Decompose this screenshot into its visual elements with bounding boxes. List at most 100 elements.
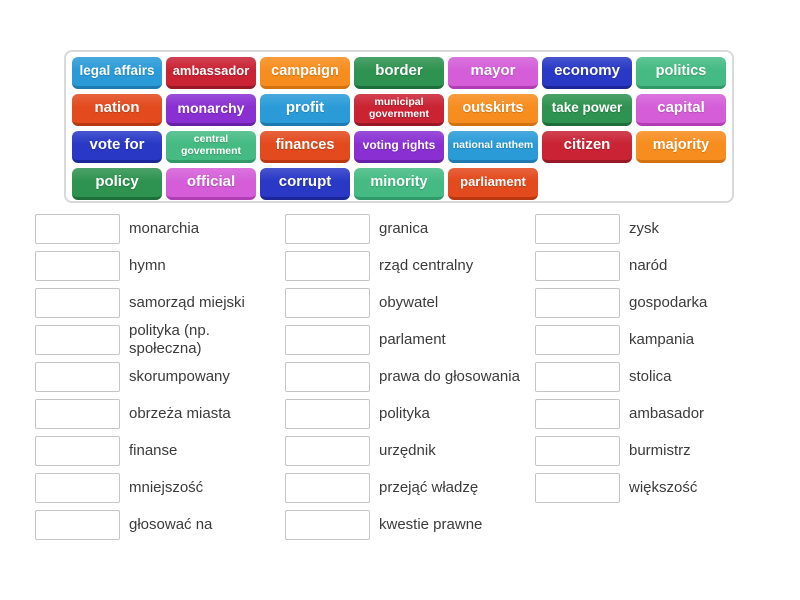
match-row: finanse bbox=[35, 436, 281, 466]
answer-slot[interactable] bbox=[285, 436, 370, 466]
answer-slot[interactable] bbox=[35, 399, 120, 429]
match-column-1: monarchia hymn samorząd miejski polityka (n… bbox=[35, 214, 281, 547]
tile-outskirts[interactable]: outskirts bbox=[448, 94, 538, 126]
tile-citizen[interactable]: citizen bbox=[542, 131, 632, 163]
match-label: kwestie prawne bbox=[379, 516, 483, 533]
match-row: skorumpowany bbox=[35, 362, 281, 392]
answer-slot[interactable] bbox=[35, 251, 120, 281]
match-label: granica bbox=[379, 220, 429, 237]
tile-national-anthem[interactable]: national anthem bbox=[448, 131, 538, 163]
answer-slot[interactable] bbox=[285, 251, 370, 281]
tile-take-power[interactable]: take power bbox=[542, 94, 632, 126]
match-row: polityka bbox=[285, 399, 531, 429]
tile-capital[interactable]: capital bbox=[636, 94, 726, 126]
match-label: skorumpowany bbox=[129, 368, 230, 385]
tile-row: policy official corrupt minority parliament bbox=[72, 168, 726, 200]
match-label: prawa do głosowania bbox=[379, 368, 520, 385]
match-row: ambasador bbox=[535, 399, 781, 429]
answer-slot[interactable] bbox=[535, 362, 620, 392]
match-row: burmistrz bbox=[535, 436, 781, 466]
match-label: finanse bbox=[129, 442, 178, 459]
answer-slot[interactable] bbox=[535, 436, 620, 466]
tile-minority[interactable]: minority bbox=[354, 168, 444, 200]
answer-slot[interactable] bbox=[535, 214, 620, 244]
match-row: obrzeża miasta bbox=[35, 399, 281, 429]
answer-slot[interactable] bbox=[535, 473, 620, 503]
tile-legal-affairs[interactable]: legal affairs bbox=[72, 57, 162, 89]
match-label: stolica bbox=[629, 368, 672, 385]
answer-slot[interactable] bbox=[285, 325, 370, 355]
match-row: obywatel bbox=[285, 288, 531, 318]
tile-mayor[interactable]: mayor bbox=[448, 57, 538, 89]
match-row: monarchia bbox=[35, 214, 281, 244]
answer-slot[interactable] bbox=[285, 510, 370, 540]
tile-politics[interactable]: politics bbox=[636, 57, 726, 89]
answer-slot[interactable] bbox=[35, 288, 120, 318]
tile-nation[interactable]: nation bbox=[72, 94, 162, 126]
tile-row: legal affairs ambassador campaign border may… bbox=[72, 57, 726, 89]
tile-majority[interactable]: majority bbox=[636, 131, 726, 163]
match-label: burmistrz bbox=[629, 442, 691, 459]
answer-slot[interactable] bbox=[35, 436, 120, 466]
match-label: ambasador bbox=[629, 405, 705, 422]
tile-parliament[interactable]: parliament bbox=[448, 168, 538, 200]
tile-profit[interactable]: profit bbox=[260, 94, 350, 126]
match-row: kampania bbox=[535, 325, 781, 355]
word-bank-panel: legal affairs ambassador campaign border may… bbox=[64, 50, 734, 203]
answer-slot[interactable] bbox=[285, 214, 370, 244]
tile-vote-for[interactable]: vote for bbox=[72, 131, 162, 163]
match-label: mniejszość bbox=[129, 479, 204, 496]
match-label: kampania bbox=[629, 331, 695, 348]
answer-slot[interactable] bbox=[35, 510, 120, 540]
match-row: większość bbox=[535, 473, 781, 503]
tile-campaign[interactable]: campaign bbox=[260, 57, 350, 89]
tile-voting-rights[interactable]: voting rights bbox=[354, 131, 444, 163]
answer-slot[interactable] bbox=[35, 362, 120, 392]
match-row: gospodarka bbox=[535, 288, 781, 318]
match-row: kwestie prawne bbox=[285, 510, 531, 540]
answer-slot[interactable] bbox=[285, 362, 370, 392]
match-label: urzędnik bbox=[379, 442, 436, 459]
tile-municipal-government[interactable]: municipal government bbox=[354, 94, 444, 126]
tile-row: nation monarchy profit municipal government… bbox=[72, 94, 726, 126]
answer-slot[interactable] bbox=[35, 473, 120, 503]
match-label: większość bbox=[629, 479, 698, 496]
answer-slot[interactable] bbox=[535, 288, 620, 318]
tile-finances[interactable]: finances bbox=[260, 131, 350, 163]
match-row: przejąć władzę bbox=[285, 473, 531, 503]
tile-official[interactable]: official bbox=[166, 168, 256, 200]
match-row: zysk bbox=[535, 214, 781, 244]
answer-slot[interactable] bbox=[285, 473, 370, 503]
answer-slot[interactable] bbox=[35, 325, 120, 355]
match-column-2: granica rząd centralny obywatel parlament pr… bbox=[285, 214, 531, 547]
match-row: hymn bbox=[35, 251, 281, 281]
answer-slot[interactable] bbox=[535, 399, 620, 429]
match-label: samorząd miejski bbox=[129, 294, 245, 311]
answer-slot[interactable] bbox=[285, 399, 370, 429]
match-row: parlament bbox=[285, 325, 531, 355]
tile-monarchy[interactable]: monarchy bbox=[166, 94, 256, 126]
match-row: urzędnik bbox=[285, 436, 531, 466]
match-label: hymn bbox=[129, 257, 166, 274]
match-label: gospodarka bbox=[629, 294, 708, 311]
match-row: rząd centralny bbox=[285, 251, 531, 281]
tile-border[interactable]: border bbox=[354, 57, 444, 89]
match-label: głosować na bbox=[129, 516, 213, 533]
answer-slot[interactable] bbox=[535, 325, 620, 355]
match-row: mniejszość bbox=[35, 473, 281, 503]
answer-slot[interactable] bbox=[35, 214, 120, 244]
tile-policy[interactable]: policy bbox=[72, 168, 162, 200]
match-label: zysk bbox=[629, 220, 659, 237]
match-label: naród bbox=[629, 257, 668, 274]
match-label: obrzeża miasta bbox=[129, 405, 231, 422]
match-row: stolica bbox=[535, 362, 781, 392]
match-label: polityka bbox=[379, 405, 430, 422]
match-label: obywatel bbox=[379, 294, 439, 311]
match-label: parlament bbox=[379, 331, 446, 348]
answer-slot[interactable] bbox=[535, 251, 620, 281]
tile-ambassador[interactable]: ambassador bbox=[166, 57, 256, 89]
tile-central-government[interactable]: central government bbox=[166, 131, 256, 163]
tile-corrupt[interactable]: corrupt bbox=[260, 168, 350, 200]
tile-economy[interactable]: economy bbox=[542, 57, 632, 89]
answer-slot[interactable] bbox=[285, 288, 370, 318]
